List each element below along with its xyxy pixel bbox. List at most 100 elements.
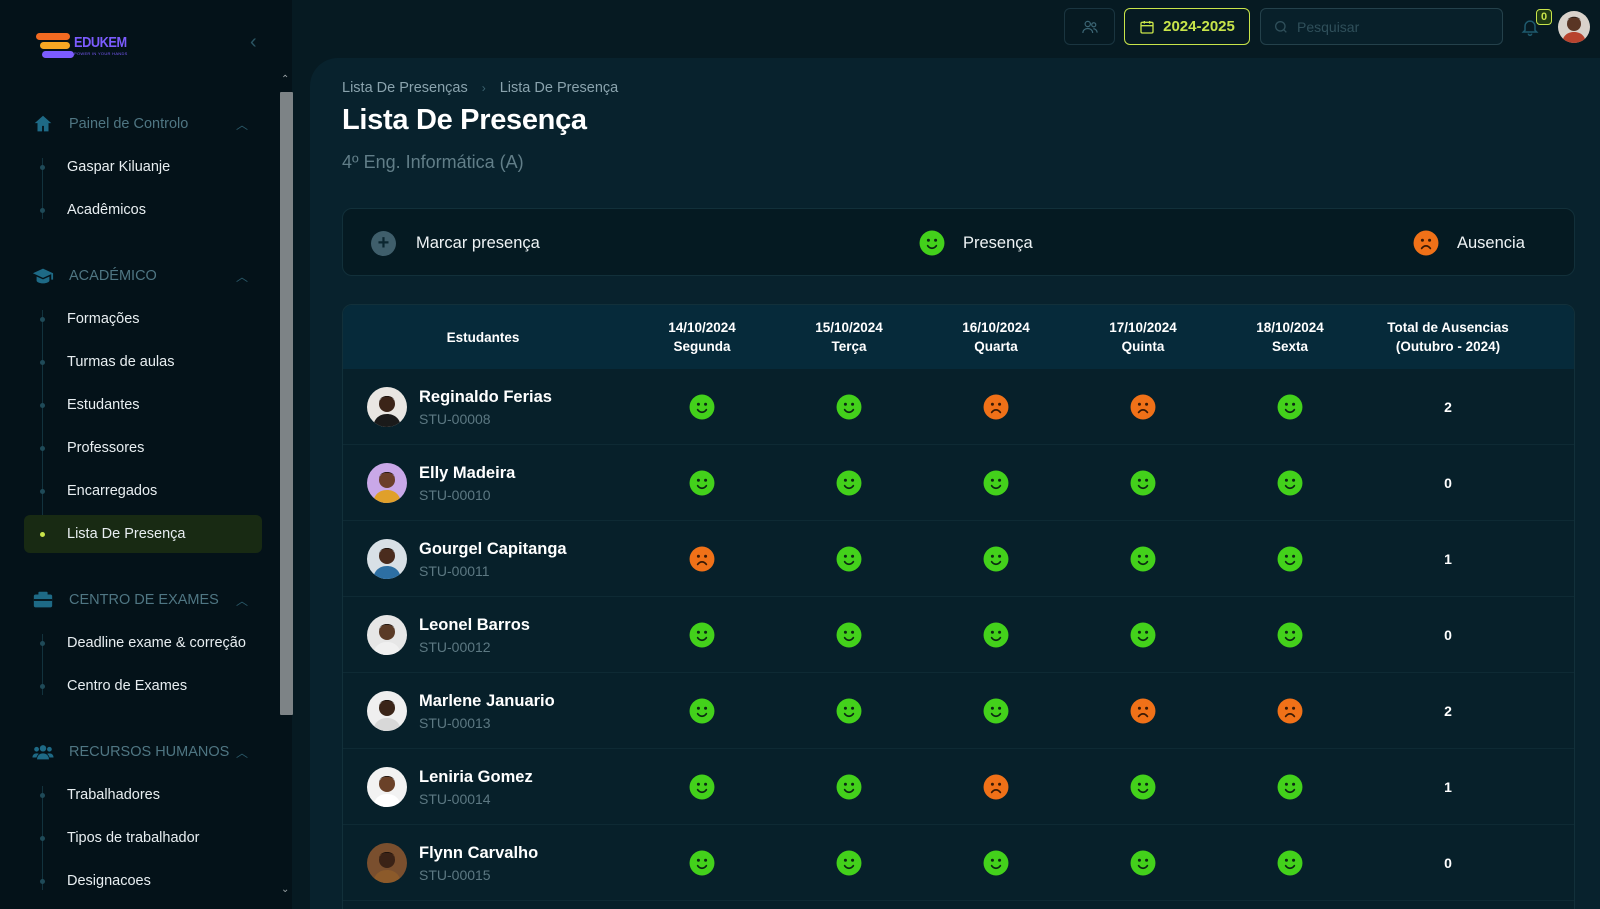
sidebar-item-designacoes[interactable]: Designacoes (24, 862, 262, 900)
total-absences-cell: 1 (1388, 521, 1508, 597)
attendance-cell[interactable] (1113, 369, 1173, 445)
student-name[interactable]: Marlene Januario (419, 691, 555, 710)
sidebar-section-acad-mico[interactable]: ACADÉMICO ︿ (32, 264, 254, 288)
attendance-cell[interactable] (1113, 673, 1173, 749)
student-name[interactable]: Elly Madeira (419, 463, 516, 482)
logo-title: EDUKEM (74, 33, 127, 51)
sidebar-item-centro-de-exames[interactable]: Centro de Exames (24, 667, 262, 705)
attendance-cell[interactable] (1260, 445, 1320, 521)
attendance-cell[interactable] (966, 825, 1026, 901)
sidebar-item-professores[interactable]: Professores (24, 429, 262, 467)
attendance-cell[interactable] (1113, 521, 1173, 597)
attendance-cell[interactable] (1260, 749, 1320, 825)
scrollbar-thumb[interactable] (280, 92, 293, 715)
smiley-face-icon (1130, 470, 1156, 496)
attendance-cell[interactable] (819, 369, 879, 445)
graduation-cap-icon (32, 265, 54, 287)
sidebar-item-trabalhadores[interactable]: Trabalhadores (24, 776, 262, 814)
sidebar-item-encarregados[interactable]: Encarregados (24, 472, 262, 510)
table-row[interactable]: Marlene Januario STU-00013 2 (343, 673, 1574, 749)
main-content: Lista De Presenças › Lista De Presença L… (310, 58, 1600, 909)
breadcrumb-item-lista-de-presencas[interactable]: Lista De Presenças (342, 80, 468, 96)
logo[interactable]: EDUKEM POWER IN YOUR HANDS (36, 30, 136, 60)
user-avatar[interactable] (1558, 11, 1590, 43)
mark-attendance-button[interactable]: + Marcar presença (371, 209, 540, 277)
smiley-face-icon (1130, 622, 1156, 648)
attendance-cell[interactable] (672, 445, 732, 521)
student-name[interactable]: Gourgel Capitanga (419, 539, 567, 558)
table-row[interactable]: Gourgel Capitanga STU-00011 1 (343, 521, 1574, 597)
home-icon (32, 113, 54, 135)
sidebar-item-estudantes[interactable]: Estudantes (24, 386, 262, 424)
attendance-cell[interactable] (966, 749, 1026, 825)
attendance-cell[interactable] (1260, 369, 1320, 445)
scroll-up-arrow-icon[interactable]: ⌃ (281, 74, 290, 85)
smiley-face-icon (1277, 622, 1303, 648)
sidebar-section-recursos-humanos[interactable]: RECURSOS HUMANOS ︿ (32, 740, 254, 764)
table-row[interactable]: Leonel Barros STU-00012 0 (343, 597, 1574, 673)
attendance-cell[interactable] (672, 749, 732, 825)
attendance-cell[interactable] (1260, 673, 1320, 749)
attendance-cell[interactable] (1113, 597, 1173, 673)
student-avatar (367, 463, 407, 503)
sidebar-scrollbar[interactable]: ⌃ ⌄ (278, 74, 294, 909)
academic-year-button[interactable]: 2024-2025 (1124, 8, 1250, 45)
sidebar-item-tipos-de-trabalhador[interactable]: Tipos de trabalhador (24, 819, 262, 857)
attendance-cell[interactable] (819, 825, 879, 901)
sidebar-item-gaspar-kiluanje[interactable]: Gaspar Kiluanje (24, 148, 262, 186)
smiley-face-icon (689, 622, 715, 648)
attendance-cell[interactable] (966, 597, 1026, 673)
users-button[interactable] (1064, 8, 1115, 45)
attendance-cell[interactable] (966, 521, 1026, 597)
attendance-cell[interactable] (672, 597, 732, 673)
sidebar-item-label: Encarregados (67, 483, 158, 499)
table-row[interactable]: Elly Madeira STU-00010 0 (343, 445, 1574, 521)
sidebar-item-academicos[interactable]: Acadêmicos (24, 191, 262, 229)
attendance-cell[interactable] (1113, 825, 1173, 901)
attendance-cell[interactable] (672, 825, 732, 901)
student-name[interactable]: Leonel Barros (419, 615, 530, 634)
total-absences-cell: 2 (1388, 369, 1508, 445)
attendance-cell[interactable] (672, 369, 732, 445)
table-row[interactable]: Leniria Gomez STU-00014 1 (343, 749, 1574, 825)
chevron-up-icon: ︿ (235, 593, 248, 608)
sidebar: EDUKEM POWER IN YOUR HANDS ‹ Painel de C… (0, 0, 294, 909)
scroll-down-arrow-icon[interactable]: ⌄ (281, 884, 290, 895)
column-header-day: 15/10/2024 Terça (815, 320, 883, 354)
academic-year-label: 2024-2025 (1163, 18, 1235, 35)
notifications-bell-icon[interactable] (1520, 16, 1540, 38)
sidebar-item-formacoes[interactable]: Formações (24, 300, 262, 338)
attendance-cell[interactable] (1113, 445, 1173, 521)
attendance-cell[interactable] (672, 521, 732, 597)
chevron-up-icon: ︿ (235, 269, 248, 284)
attendance-cell[interactable] (966, 369, 1026, 445)
student-name[interactable]: Leniria Gomez (419, 767, 533, 786)
attendance-cell[interactable] (819, 597, 879, 673)
sidebar-section-centro-de-exames[interactable]: CENTRO DE EXAMES ︿ (32, 588, 254, 612)
mark-attendance-label: Marcar presença (416, 233, 540, 252)
student-name[interactable]: Reginaldo Ferias (419, 387, 552, 406)
attendance-cell[interactable] (966, 673, 1026, 749)
student-name[interactable]: Flynn Carvalho (419, 843, 539, 862)
attendance-cell[interactable] (1260, 521, 1320, 597)
collapse-sidebar-chevron-left-icon[interactable]: ‹ (250, 31, 257, 53)
attendance-cell[interactable] (672, 673, 732, 749)
table-row[interactable]: Flynn Carvalho STU-00015 0 (343, 825, 1574, 901)
sidebar-tree-line (42, 310, 43, 543)
table-row[interactable]: Reginaldo Ferias STU-00008 2 (343, 369, 1574, 445)
sidebar-section-painel-de-controlo[interactable]: Painel de Controlo ︿ (32, 112, 254, 136)
attendance-cell[interactable] (1113, 749, 1173, 825)
sidebar-item-lista-de-presenca[interactable]: Lista De Presença (24, 515, 262, 553)
attendance-cell[interactable] (966, 445, 1026, 521)
attendance-cell[interactable] (819, 521, 879, 597)
sidebar-item-deadline-exame-correcao[interactable]: Deadline exame & correção (24, 624, 262, 662)
student-cell: Elly Madeira STU-00010 (367, 445, 515, 521)
attendance-cell[interactable] (1260, 597, 1320, 673)
attendance-cell[interactable] (1260, 825, 1320, 901)
attendance-cell[interactable] (819, 749, 879, 825)
sidebar-item-turmas-de-aulas[interactable]: Turmas de aulas (24, 343, 262, 381)
search-box[interactable] (1260, 8, 1503, 45)
search-input[interactable] (1297, 18, 1487, 35)
attendance-cell[interactable] (819, 445, 879, 521)
attendance-cell[interactable] (819, 673, 879, 749)
